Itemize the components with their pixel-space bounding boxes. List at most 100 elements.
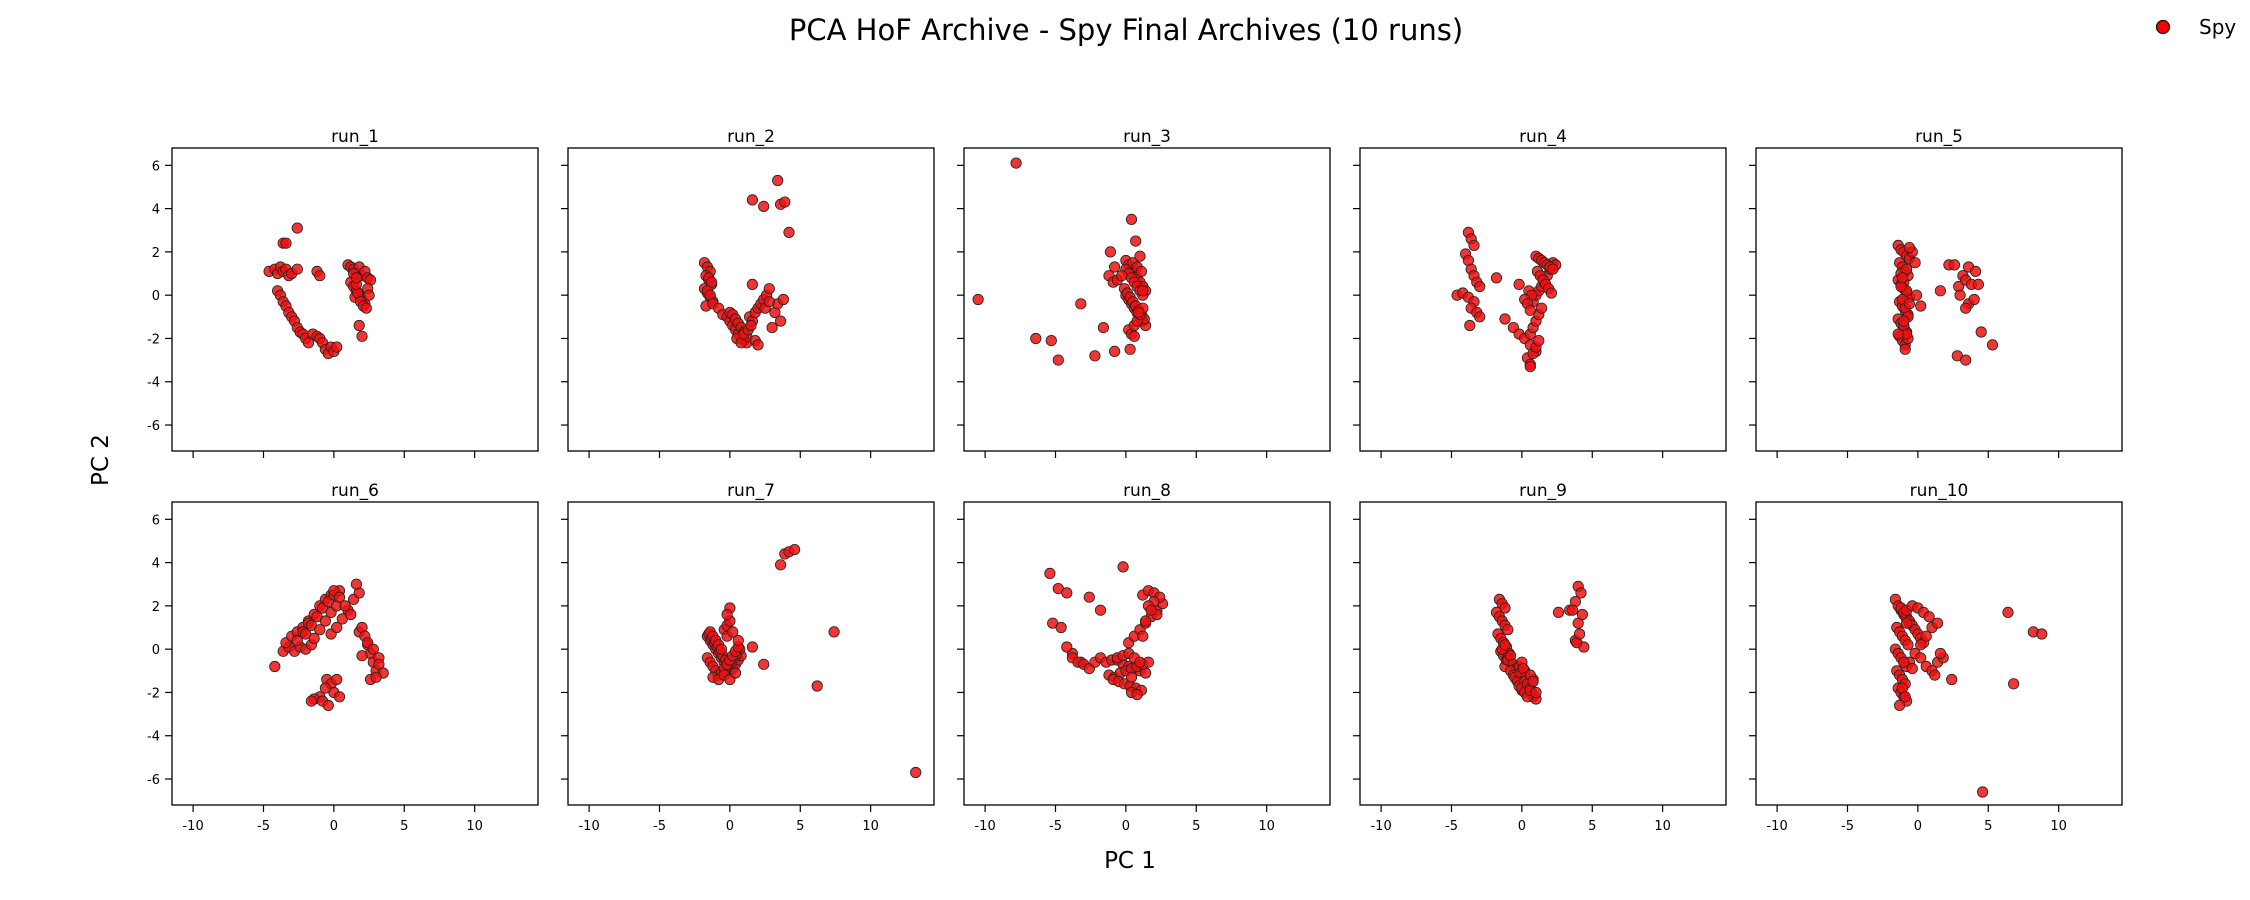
data-point	[1915, 300, 1927, 312]
data-point	[1124, 343, 1136, 355]
data-point	[1131, 688, 1143, 701]
data-point	[1972, 278, 1985, 290]
data-point	[1104, 246, 1117, 258]
data-point	[1552, 606, 1565, 619]
data-point	[291, 263, 303, 275]
x-tick-label: 0	[1914, 819, 1922, 834]
data-point	[972, 293, 984, 306]
data-point	[774, 315, 787, 327]
data-point	[1903, 242, 1916, 254]
data-point	[333, 691, 346, 703]
y-axis-label: PC 2	[88, 434, 114, 486]
x-tick-label: 5	[400, 819, 408, 834]
x-tick-label: 5	[1984, 819, 1992, 834]
data-point	[314, 624, 326, 636]
data-point	[1977, 786, 1989, 798]
data-point	[1130, 235, 1142, 247]
data-point	[308, 632, 320, 645]
data-point	[1128, 330, 1140, 342]
data-point	[1902, 639, 1914, 651]
data-point	[811, 680, 823, 692]
data-point	[1547, 263, 1559, 275]
subplot-run_8: run_8 -10 -5 0 5 10	[957, 481, 1331, 834]
subplot-run_7: run_7 -10 -5 0 5 10	[561, 481, 935, 834]
data-point	[1134, 250, 1146, 262]
y-tick-label: 6	[152, 159, 160, 174]
subplot-title: run_1	[331, 127, 379, 147]
figure-title: PCA HoF Archive - Spy Final Archives (10…	[789, 13, 1463, 47]
data-point	[2036, 628, 2048, 640]
subplot-grid: run_1 -6 -4 -2 0 2 4 6 run_2 run_3 run_4 run_5 run_6…	[147, 127, 2123, 834]
x-tick-label: 5	[1192, 819, 1200, 834]
subplot-title: run_8	[1123, 481, 1171, 501]
plot-frame	[171, 147, 539, 452]
data-point	[1094, 604, 1107, 616]
x-tick-label: -10	[1766, 819, 1787, 834]
y-tick-label: -4	[147, 376, 160, 391]
data-point	[1909, 257, 1921, 269]
data-point	[1125, 213, 1138, 225]
data-point	[1513, 278, 1525, 290]
data-point	[1975, 326, 1987, 338]
data-point	[1567, 604, 1579, 616]
subplot-run_5: run_5	[1749, 127, 2123, 458]
data-point	[1089, 350, 1101, 362]
x-tick-label: -5	[1445, 819, 1458, 834]
data-point	[345, 608, 357, 621]
data-point	[1137, 285, 1149, 297]
subplot-title: run_7	[727, 481, 775, 501]
data-point	[1474, 311, 1486, 323]
data-point	[2008, 678, 2020, 690]
x-tick-label: 5	[796, 819, 804, 834]
data-point	[746, 278, 759, 290]
y-tick-label: 0	[152, 643, 160, 658]
data-point	[1499, 313, 1511, 325]
subplot-title: run_4	[1519, 127, 1567, 147]
data-point	[1530, 686, 1542, 699]
data-point	[1044, 567, 1056, 580]
data-point	[1524, 304, 1536, 316]
data-point	[1502, 624, 1514, 636]
data-point	[1892, 328, 1904, 340]
data-point	[1030, 332, 1042, 345]
data-point	[732, 634, 744, 647]
data-point	[322, 699, 334, 712]
data-point	[2002, 606, 2014, 619]
data-point	[1932, 617, 1944, 629]
data-point	[763, 296, 775, 308]
data-point	[1920, 630, 1932, 642]
data-point	[363, 289, 375, 301]
data-point	[1083, 591, 1095, 603]
data-point	[367, 643, 379, 655]
legend-marker	[2155, 19, 2171, 35]
data-point	[350, 272, 362, 284]
plot-frame	[171, 501, 539, 806]
data-point	[356, 650, 368, 662]
data-point	[1915, 652, 1927, 664]
data-point	[1894, 699, 1906, 712]
subplot-title: run_6	[331, 481, 379, 501]
subplot-title: run_9	[1519, 481, 1567, 501]
data-point	[319, 682, 331, 694]
data-point	[1125, 671, 1138, 683]
data-point	[1134, 656, 1146, 668]
x-axis-label: PC 1	[1104, 848, 1156, 874]
plot-frame	[1359, 501, 1727, 806]
data-point	[1109, 261, 1121, 273]
data-point	[1490, 272, 1503, 284]
data-point	[1906, 662, 1918, 675]
data-point	[280, 237, 292, 249]
data-point	[269, 660, 281, 673]
data-point	[777, 293, 790, 306]
subplot-run_4: run_4	[1353, 127, 1727, 458]
data-point	[1960, 354, 1972, 366]
x-tick-label: 10	[1258, 819, 1275, 834]
plot-frame	[963, 147, 1331, 452]
data-point	[745, 319, 757, 332]
data-point	[339, 600, 351, 612]
data-point	[333, 591, 346, 603]
data-point	[1915, 639, 1927, 651]
data-point	[1896, 272, 1909, 284]
data-point	[758, 658, 770, 670]
x-tick-label: 0	[330, 819, 338, 834]
